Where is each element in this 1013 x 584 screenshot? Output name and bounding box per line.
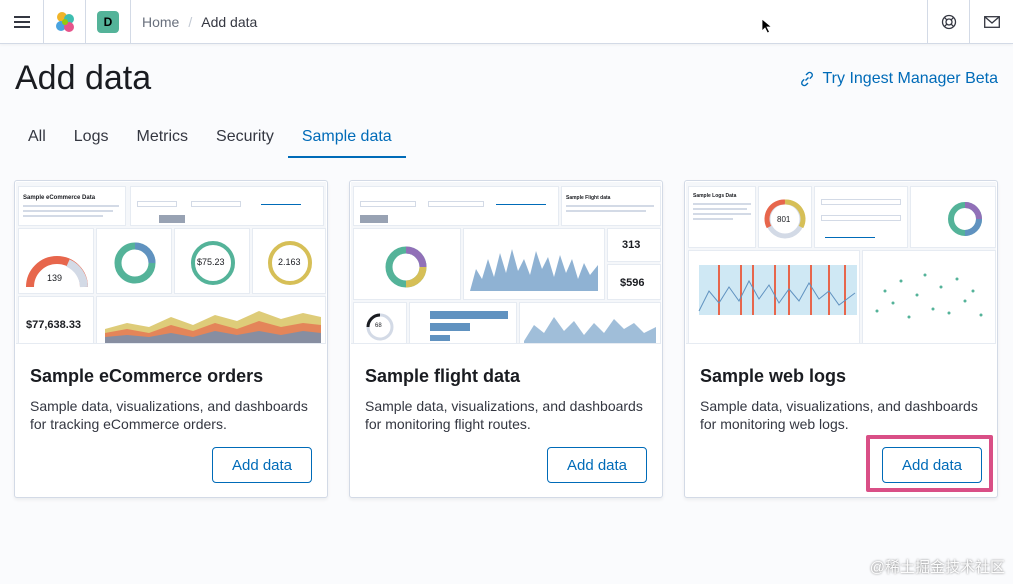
thumb-delay-lines [519, 302, 661, 343]
space-avatar: D [97, 10, 119, 33]
link-icon [800, 71, 813, 87]
thumb-logs-heading: Sample Logs Data [693, 193, 737, 199]
tab-sample-data[interactable]: Sample data [287, 118, 406, 158]
card-description: Sample data, visualizations, and dashboa… [365, 398, 643, 432]
watermark: @稀土掘金技术社区 [869, 559, 1005, 576]
card-title: Sample flight data [365, 366, 521, 386]
hamburger-icon [13, 15, 30, 28]
thumb-avg-qty-panel: 2.163 [252, 228, 326, 294]
thumb-markdown-panel: Sample eCommerce Data [18, 186, 126, 226]
thumb-tags-donut [910, 186, 996, 248]
top-header: D Home / Add data [0, 0, 1013, 44]
thumb-metric-avg-price: $75.23 [197, 257, 225, 267]
thumb-gauge-panel: 139 [18, 228, 94, 294]
thumb-delays-gauge: 68 [353, 302, 407, 343]
thumb-flight-markdown: Sample Flight data [561, 186, 661, 226]
sample-ecommerce-card: Sample eCommerce Data 139 [14, 180, 328, 498]
thumb-revenue-panel: $77,638.33 [18, 296, 94, 343]
thumb-flight-controls [353, 186, 559, 226]
thumb-heading: Sample eCommerce Data [23, 195, 96, 201]
ingest-link-label: Try Ingest Manager Beta [822, 70, 999, 87]
sample-web-logs-card: Sample Logs Data 801 [684, 180, 998, 498]
add-ecommerce-data-button[interactable]: Add data [212, 447, 312, 483]
add-flight-data-button[interactable]: Add data [547, 447, 647, 483]
card-title: Sample web logs [700, 366, 847, 386]
newsfeed-button[interactable] [969, 0, 1013, 43]
kibana-logo[interactable] [44, 0, 86, 43]
thumb-delay-chart [463, 228, 605, 300]
thumb-visitors-gauge: 801 [758, 186, 812, 248]
help-lifebuoy-icon [941, 14, 956, 29]
thumb-area-chart-panel [96, 296, 326, 343]
thumb-logs-controls [814, 186, 908, 248]
thumb-airline-donut [353, 228, 461, 300]
tab-logs[interactable]: Logs [73, 128, 109, 145]
thumb-metric-ticket: $596 [620, 277, 645, 289]
space-selector[interactable]: D [86, 0, 131, 43]
ingest-manager-link[interactable]: Try Ingest Manager Beta [799, 70, 999, 88]
page-title: Add data [15, 59, 152, 97]
thumb-avg-price-panel: $75.23 [174, 228, 250, 294]
add-web-logs-data-button[interactable]: Add data [882, 447, 982, 483]
mail-icon [983, 15, 1000, 28]
thumb-flight-heading: Sample Flight data [566, 195, 611, 201]
sample-flight-card: Sample Flight data 313 $596 [349, 180, 663, 498]
breadcrumb: Home / Add data [142, 0, 257, 43]
thumb-metric-orders: 139 [47, 273, 63, 283]
help-button[interactable] [927, 0, 969, 43]
ecommerce-dashboard-thumbnail: Sample eCommerce Data 139 [16, 182, 326, 344]
thumb-bytes-scatter [862, 250, 996, 343]
thumb-total-flights: 313 [607, 228, 661, 262]
thumb-donut-panel [96, 228, 172, 294]
elastic-logo-icon [55, 11, 74, 32]
thumb-avg-ticket: $596 [607, 264, 661, 300]
tab-security[interactable]: Security [216, 128, 274, 145]
breadcrumb-current: Add data [201, 13, 258, 30]
card-title: Sample eCommerce orders [30, 366, 264, 386]
thumb-logs-markdown: Sample Logs Data [688, 186, 756, 248]
thumb-goals-chart [688, 250, 860, 343]
thumb-delay-buckets [409, 302, 517, 343]
menu-button[interactable] [0, 0, 44, 43]
tab-metrics[interactable]: Metrics [136, 128, 189, 145]
card-description: Sample data, visualizations, and dashboa… [30, 398, 308, 432]
thumb-metric-delays: 68 [375, 323, 382, 329]
breadcrumb-home[interactable]: Home [142, 13, 180, 30]
card-description: Sample data, visualizations, and dashboa… [700, 398, 978, 432]
tab-all[interactable]: All [28, 128, 46, 145]
thumb-total-revenue: $77,638.33 [26, 319, 82, 331]
thumb-metric-flights: 313 [622, 239, 641, 251]
logs-dashboard-thumbnail: Sample Logs Data 801 [686, 182, 996, 344]
thumb-metric-avg-qty: 2.163 [278, 257, 301, 267]
breadcrumb-separator: / [188, 13, 193, 30]
thumb-metric-visitors: 801 [777, 215, 791, 224]
thumb-controls-panel [130, 186, 324, 226]
flight-dashboard-thumbnail: Sample Flight data 313 $596 [351, 182, 661, 344]
tab-bar: All Logs Metrics Security Sample data [14, 118, 406, 158]
mouse-cursor-icon [761, 18, 773, 34]
